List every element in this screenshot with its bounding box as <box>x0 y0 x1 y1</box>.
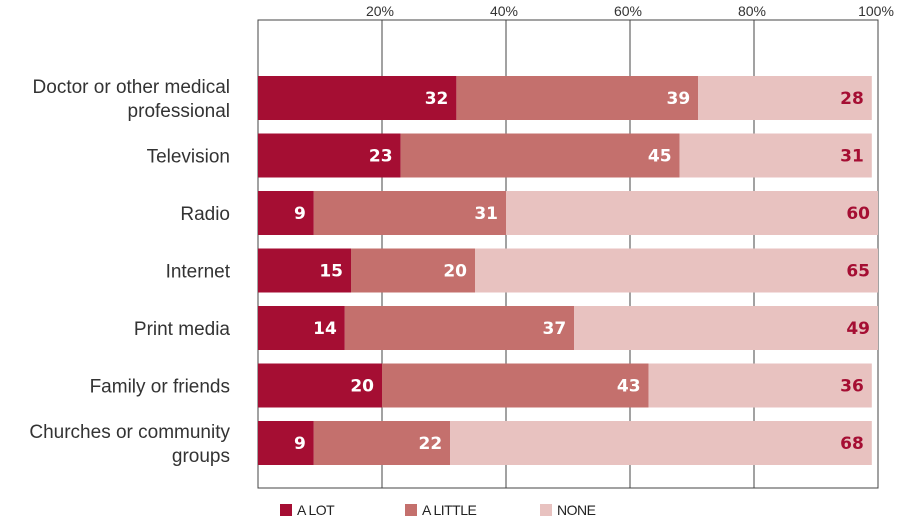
data-label-3-2: 65 <box>846 262 870 282</box>
x-tick-label-60: 60% <box>614 3 642 19</box>
bar-2-0 <box>258 191 314 235</box>
bar-4-2 <box>574 306 878 350</box>
bar-2-1 <box>313 191 506 235</box>
category-label-5-0: Family or friends <box>90 377 230 398</box>
bar-5-0 <box>258 363 382 408</box>
data-label-6-1: 22 <box>419 434 443 454</box>
data-label-3-1: 20 <box>443 262 467 282</box>
legend-swatch-0 <box>280 504 292 516</box>
data-label-0-2: 28 <box>840 89 864 109</box>
bar-0-0 <box>258 76 457 120</box>
bar-3-2 <box>475 248 878 293</box>
data-label-4-1: 37 <box>543 319 567 339</box>
data-label-2-0: 9 <box>294 204 306 224</box>
data-label-4-0: 14 <box>313 319 337 339</box>
bar-0-1 <box>456 76 699 120</box>
bar-5-1 <box>382 363 649 408</box>
category-label-6-1: groups <box>172 446 230 467</box>
data-label-5-0: 20 <box>350 377 374 397</box>
legend-label-1: A LITTLE <box>422 502 477 518</box>
x-tick-label-80: 80% <box>738 3 766 19</box>
data-label-1-1: 45 <box>648 147 672 167</box>
data-label-0-1: 39 <box>667 89 691 109</box>
bar-6-2 <box>450 421 872 465</box>
category-label-3-0: Internet <box>166 262 231 283</box>
category-label-0-0: Doctor or other medical <box>33 77 230 98</box>
data-label-1-0: 23 <box>369 147 393 167</box>
bar-4-0 <box>258 306 345 350</box>
category-label-6-0: Churches or community <box>29 422 230 443</box>
x-tick-label-100: 100% <box>858 3 894 19</box>
category-label-0-1: professional <box>128 101 230 122</box>
category-label-1-0: Television <box>147 147 230 168</box>
bar-3-0 <box>258 248 351 293</box>
category-label-4-0: Print media <box>134 319 231 340</box>
data-label-5-2: 36 <box>840 377 864 397</box>
data-label-1-2: 31 <box>840 147 864 167</box>
bar-3-1 <box>351 248 475 293</box>
data-label-4-2: 49 <box>846 319 870 339</box>
bar-2-2 <box>506 191 878 235</box>
category-label-2-0: Radio <box>180 204 230 225</box>
legend-swatch-2 <box>540 504 552 516</box>
bar-4-1 <box>344 306 575 350</box>
legend-label-2: NONE <box>557 502 596 518</box>
data-label-6-2: 68 <box>840 434 864 454</box>
bar-1-1 <box>400 133 680 178</box>
bar-6-1 <box>313 421 451 465</box>
data-label-5-1: 43 <box>617 377 641 397</box>
data-label-0-0: 32 <box>425 89 449 109</box>
data-label-2-2: 60 <box>846 204 870 224</box>
data-label-6-0: 9 <box>294 434 306 454</box>
x-tick-label-40: 40% <box>490 3 518 19</box>
data-label-3-0: 15 <box>319 262 343 282</box>
bar-6-0 <box>258 421 314 465</box>
bar-0-2 <box>698 76 872 120</box>
bar-1-2 <box>679 133 872 178</box>
legend-label-0: A LOT <box>297 502 335 518</box>
x-tick-label-20: 20% <box>366 3 394 19</box>
legend-swatch-1 <box>405 504 417 516</box>
data-label-2-1: 31 <box>474 204 498 224</box>
bar-1-0 <box>258 133 401 178</box>
bar-5-2 <box>648 363 872 408</box>
